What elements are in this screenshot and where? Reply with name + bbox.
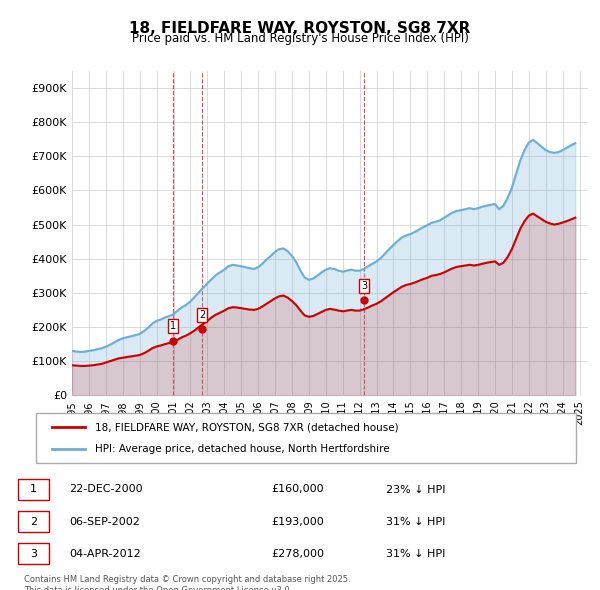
FancyBboxPatch shape [18,511,49,532]
FancyBboxPatch shape [18,543,49,565]
Text: £278,000: £278,000 [271,549,324,559]
Text: 06-SEP-2002: 06-SEP-2002 [70,517,140,527]
Text: 04-APR-2012: 04-APR-2012 [70,549,142,559]
Text: 1: 1 [170,321,176,331]
FancyBboxPatch shape [18,479,49,500]
Text: Contains HM Land Registry data © Crown copyright and database right 2025.
This d: Contains HM Land Registry data © Crown c… [24,575,350,590]
Text: 18, FIELDFARE WAY, ROYSTON, SG8 7XR (detached house): 18, FIELDFARE WAY, ROYSTON, SG8 7XR (det… [95,422,399,432]
Text: Price paid vs. HM Land Registry's House Price Index (HPI): Price paid vs. HM Land Registry's House … [131,32,469,45]
Text: 23% ↓ HPI: 23% ↓ HPI [386,484,446,494]
Text: HPI: Average price, detached house, North Hertfordshire: HPI: Average price, detached house, Nort… [95,444,390,454]
Text: £160,000: £160,000 [271,484,324,494]
Text: 2: 2 [30,517,37,527]
Text: 1: 1 [30,484,37,494]
Text: 18, FIELDFARE WAY, ROYSTON, SG8 7XR: 18, FIELDFARE WAY, ROYSTON, SG8 7XR [130,21,470,35]
Text: 3: 3 [30,549,37,559]
Text: 31% ↓ HPI: 31% ↓ HPI [386,517,446,527]
Text: 22-DEC-2000: 22-DEC-2000 [70,484,143,494]
Text: £193,000: £193,000 [271,517,324,527]
Text: 3: 3 [361,281,367,291]
FancyBboxPatch shape [36,413,576,463]
Text: 2: 2 [199,310,205,320]
Text: 31% ↓ HPI: 31% ↓ HPI [386,549,446,559]
